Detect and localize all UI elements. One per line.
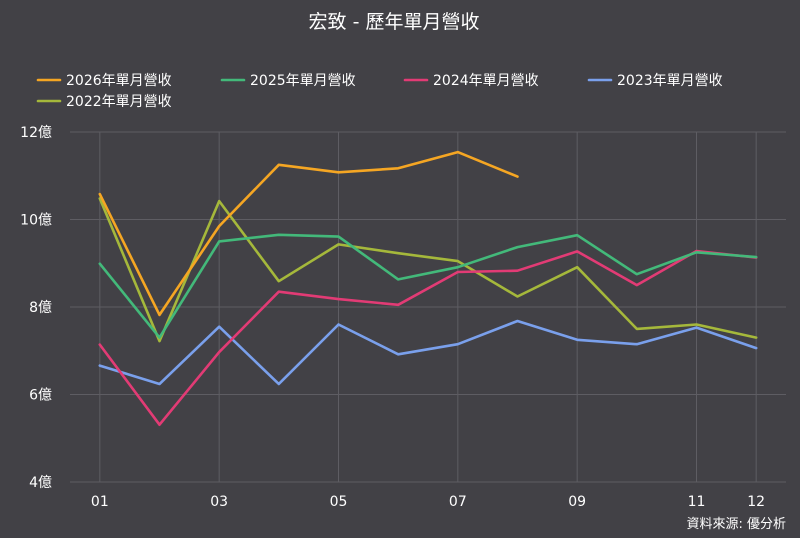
series-group [98,150,758,426]
legend: 2026年單月營收 2025年單月營收 2024年單月營收 2023年單月營收 2022… [36,73,723,110]
x-tick-label: 07 [449,494,467,510]
legend-label: 2025年單月營收 [250,73,356,89]
series-line-0 [98,150,519,317]
source-note: 資料來源: 優分析 [686,517,786,532]
x-tick-label: 01 [91,494,109,510]
legend-label: 2023年單月營收 [617,73,723,89]
x-tick-label: 09 [568,494,586,510]
legend-label: 2022年單月營收 [66,94,172,110]
chart-title: 宏致 - 歷年單月營收 [309,11,480,33]
series-line-4 [98,197,758,343]
y-tick-label: 4億 [29,475,52,491]
legend-label: 2024年單月營收 [433,73,539,89]
x-tick-label: 03 [210,494,228,510]
y-tick-label: 10億 [20,213,52,229]
grid [70,131,786,483]
x-tick-label: 11 [688,494,706,510]
y-axis: 4億 6億 8億 10億 12億 [20,125,52,491]
y-tick-label: 12億 [20,125,52,141]
legend-label: 2026年單月營收 [66,73,172,89]
x-axis: 01 03 05 07 09 11 12 [91,494,765,510]
x-tick-label: 12 [747,494,765,510]
x-tick-label: 05 [330,494,348,510]
series-line-3 [98,319,758,386]
series-line-2 [98,249,758,426]
series-line-1 [98,233,758,339]
y-tick-label: 8億 [29,300,52,316]
y-tick-label: 6億 [29,388,52,404]
